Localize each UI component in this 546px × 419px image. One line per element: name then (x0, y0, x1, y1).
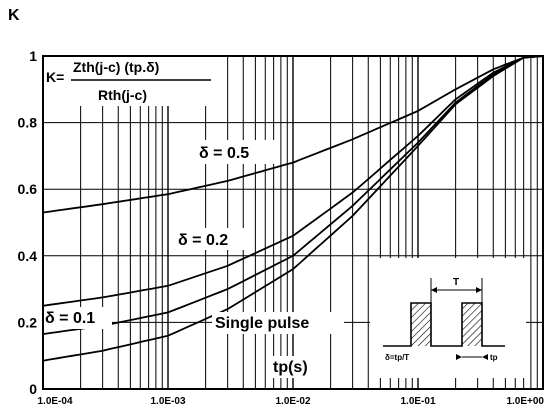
series-line (42, 55, 544, 335)
label-bg-d05 (196, 140, 278, 164)
tp-arrowhead-left (456, 354, 462, 360)
x-axis-label: tp(s) (273, 359, 308, 376)
series-line (42, 55, 544, 214)
series-label-delta-0.1: δ = 0.1 (45, 310, 95, 327)
y-tick-label: 1 (29, 48, 37, 64)
y-axis-label: K (8, 7, 20, 24)
series-group (42, 55, 544, 362)
duty-label: δ=tp/T (385, 353, 409, 362)
series-line (42, 55, 544, 362)
y-tick-label: 0.4 (18, 248, 38, 264)
label-bg-single (212, 312, 344, 334)
formula-lhs: K= (46, 69, 64, 85)
formula-background (43, 56, 215, 106)
series-line (42, 55, 544, 307)
tp-label: tp (490, 353, 498, 362)
tp-arrowhead-right (482, 354, 488, 360)
pulse-inset: T δ=tp/T tp (370, 258, 526, 378)
pulse-waveform (383, 302, 505, 347)
x-tick-label: 1.0E-02 (275, 396, 310, 407)
y-tick-label: 0.2 (18, 314, 38, 330)
series-label-delta-0.5: δ = 0.5 (199, 145, 249, 162)
period-arrowhead-left (431, 287, 437, 293)
x-tick-label: 1.0E-01 (400, 396, 435, 407)
x-tick-label: 1.0E-04 (37, 396, 72, 407)
series-label-delta-0.2: δ = 0.2 (178, 232, 228, 249)
period-label: T (453, 277, 459, 288)
y-tick-label: 0.8 (18, 115, 38, 131)
tick-labels: 0 0.2 0.4 0.6 0.8 1 1.0E-04 1.0E-03 1.0E-02 1.0E-… (18, 48, 545, 407)
pulse-2-fill (462, 303, 482, 346)
y-tick-label: 0 (29, 381, 37, 397)
inset-background (370, 258, 526, 378)
x-tick-label: 1.0E+00 (506, 396, 544, 407)
label-bg-d02 (176, 228, 246, 250)
formula-numerator: Zth(j-c) (tp.δ) (73, 59, 159, 75)
pulse-1-fill (411, 303, 431, 346)
plot-frame (42, 55, 544, 390)
period-arrowhead-right (476, 287, 482, 293)
series-label-single-pulse: Single pulse (215, 315, 309, 332)
label-bg-d01 (42, 307, 112, 329)
x-tick-label: 1.0E-03 (150, 396, 185, 407)
x-label-bg (268, 356, 324, 378)
y-tick-label: 0.6 (18, 181, 38, 197)
formula-denominator: Rth(j-c) (98, 87, 147, 103)
